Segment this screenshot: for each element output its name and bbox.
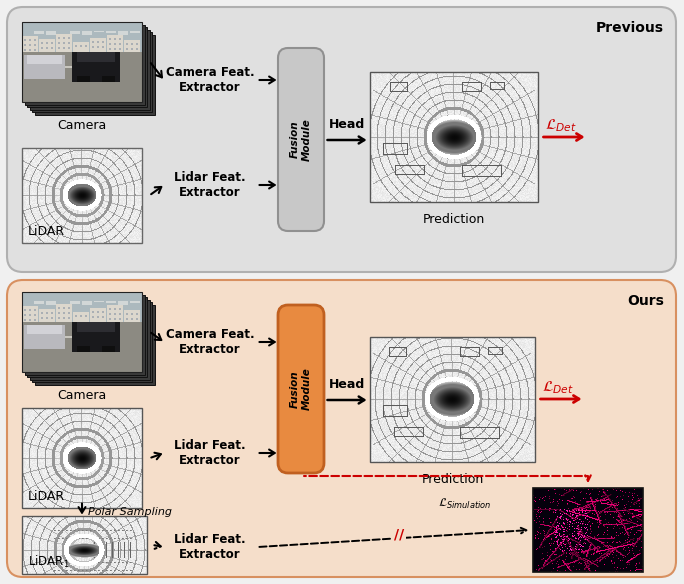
Bar xyxy=(32,302,152,382)
Text: Head: Head xyxy=(329,118,365,131)
Text: $\mathcal{L}_{Det}$: $\mathcal{L}_{Det}$ xyxy=(542,380,574,397)
Bar xyxy=(22,292,142,372)
Bar xyxy=(29,30,150,110)
Bar xyxy=(27,297,147,377)
Bar xyxy=(370,72,538,202)
Text: Fusion
Module: Fusion Module xyxy=(290,367,312,411)
Text: Lidar Feat.
Extractor: Lidar Feat. Extractor xyxy=(174,439,246,467)
Text: Camera: Camera xyxy=(57,119,107,132)
Text: LiDAR: LiDAR xyxy=(28,490,65,503)
Bar xyxy=(34,34,155,114)
Text: //: // xyxy=(394,527,404,541)
FancyBboxPatch shape xyxy=(7,280,676,577)
Bar xyxy=(22,408,142,508)
Text: Lidar Feat.
Extractor: Lidar Feat. Extractor xyxy=(174,171,246,199)
Bar xyxy=(22,516,147,574)
FancyBboxPatch shape xyxy=(278,305,324,473)
Text: Camera Feat.
Extractor: Camera Feat. Extractor xyxy=(166,66,254,94)
Bar xyxy=(25,294,144,374)
Text: Previous: Previous xyxy=(596,21,664,35)
Bar xyxy=(533,488,643,572)
Text: Fusion
Module: Fusion Module xyxy=(290,118,312,161)
Text: Head: Head xyxy=(329,378,365,391)
Bar xyxy=(32,32,152,112)
Text: LiDAR: LiDAR xyxy=(28,225,65,238)
Bar xyxy=(34,304,155,384)
Text: Camera Feat.
Extractor: Camera Feat. Extractor xyxy=(166,328,254,356)
Bar xyxy=(27,27,147,107)
Bar xyxy=(29,300,150,380)
Text: Lidar Feat.
Extractor: Lidar Feat. Extractor xyxy=(174,533,246,561)
Text: $\mathcal{L}_{Det}$: $\mathcal{L}_{Det}$ xyxy=(545,117,577,134)
Text: Ours: Ours xyxy=(627,294,664,308)
Text: $\mathcal{L}_{Simulation}$: $\mathcal{L}_{Simulation}$ xyxy=(438,497,491,511)
FancyBboxPatch shape xyxy=(7,7,676,272)
Text: Camera: Camera xyxy=(57,389,107,402)
Bar xyxy=(22,22,142,102)
Bar xyxy=(25,25,144,105)
Bar xyxy=(370,337,535,462)
Text: LiDAR$_1$: LiDAR$_1$ xyxy=(28,554,70,570)
Bar xyxy=(22,148,142,243)
Text: Prediction: Prediction xyxy=(421,473,484,486)
Text: Prediction: Prediction xyxy=(423,213,485,226)
FancyBboxPatch shape xyxy=(278,48,324,231)
Text: Polar Sampling: Polar Sampling xyxy=(88,507,172,517)
